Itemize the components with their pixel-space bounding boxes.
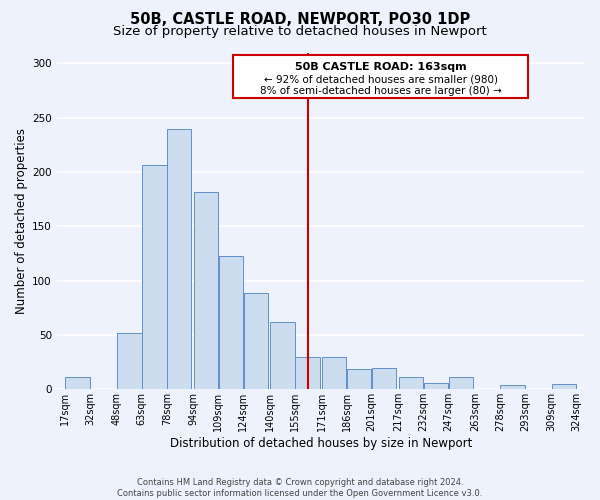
Bar [552,384,577,390]
FancyBboxPatch shape [233,54,529,98]
Bar [322,356,346,390]
Bar [347,368,371,390]
Bar [117,333,142,390]
Bar [271,322,295,390]
Text: Size of property relative to detached houses in Newport: Size of property relative to detached ho… [113,25,487,38]
X-axis label: Distribution of detached houses by size in Newport: Distribution of detached houses by size … [170,437,472,450]
Text: Contains HM Land Registry data © Crown copyright and database right 2024.
Contai: Contains HM Land Registry data © Crown c… [118,478,482,498]
Bar [194,192,218,390]
Bar [449,378,473,390]
Text: 50B CASTLE ROAD: 163sqm: 50B CASTLE ROAD: 163sqm [295,62,467,72]
Bar [295,356,320,390]
Bar [244,292,268,390]
Bar [398,378,423,390]
Text: 8% of semi-detached houses are larger (80) →: 8% of semi-detached houses are larger (8… [260,86,502,96]
Bar [500,385,525,390]
Bar [218,256,243,390]
Bar [372,368,397,390]
Text: ← 92% of detached houses are smaller (980): ← 92% of detached houses are smaller (98… [264,74,498,84]
Bar [65,378,90,390]
Bar [424,383,448,390]
Bar [167,128,191,390]
Bar [142,166,167,390]
Y-axis label: Number of detached properties: Number of detached properties [15,128,28,314]
Text: 50B, CASTLE ROAD, NEWPORT, PO30 1DP: 50B, CASTLE ROAD, NEWPORT, PO30 1DP [130,12,470,28]
